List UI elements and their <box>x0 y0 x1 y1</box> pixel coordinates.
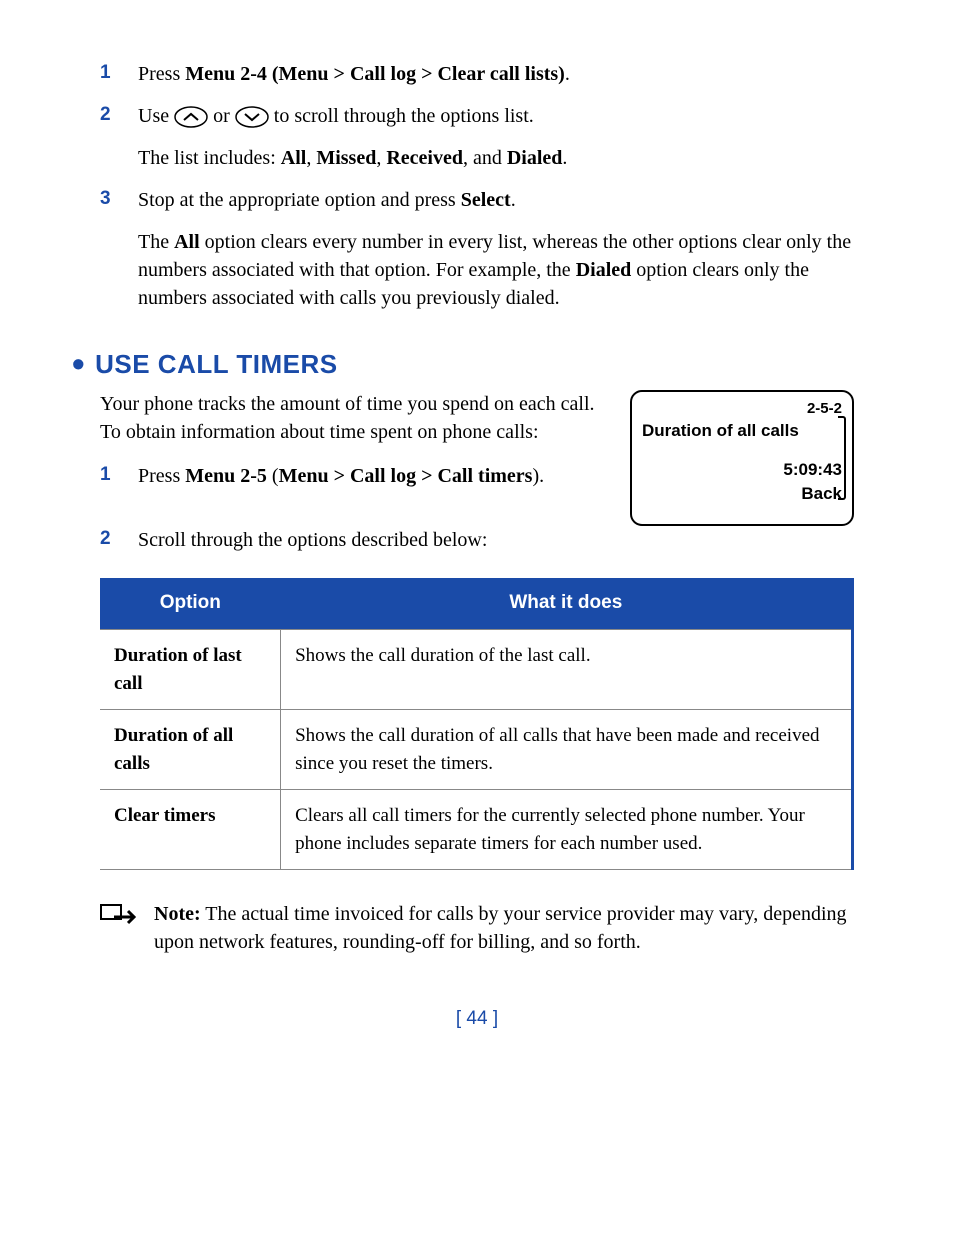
step-sub: The All option clears every number in ev… <box>138 228 854 312</box>
step-body: Use or to scroll through the options lis… <box>138 102 854 130</box>
table-row: Clear timersClears all call timers for t… <box>100 790 853 870</box>
step-body: Press Menu 2-5 (Menu > Call log > Call t… <box>138 462 610 490</box>
step-number: 3 <box>100 186 138 214</box>
option-name: Duration of all calls <box>100 710 281 790</box>
option-name: Duration of last call <box>100 629 281 709</box>
step: 2Use or to scroll through the options li… <box>100 102 854 130</box>
phone-screen-illustration: 2-5-2 Duration of all calls 5:09:43 Back <box>630 390 854 526</box>
option-desc: Clears all call timers for the currently… <box>281 790 853 870</box>
step: 1Press Menu 2-5 (Menu > Call log > Call … <box>100 462 610 490</box>
note-body: The actual time invoiced for calls by yo… <box>154 903 847 953</box>
screen-menu-path: 2-5-2 <box>642 398 842 419</box>
screen-title: Duration of all calls <box>642 421 842 441</box>
step: 3Stop at the appropriate option and pres… <box>100 186 854 214</box>
table-header: What it does <box>281 578 853 629</box>
step-number: 1 <box>100 60 138 88</box>
step-body: Stop at the appropriate option and press… <box>138 186 854 214</box>
note-icon <box>100 904 136 956</box>
option-desc: Shows the call duration of all calls tha… <box>281 710 853 790</box>
note-label: Note: <box>154 903 201 925</box>
step-sub: The list includes: All, Missed, Received… <box>138 144 854 172</box>
table-row: Duration of last callShows the call dura… <box>100 629 853 709</box>
step-number: 1 <box>100 462 138 490</box>
heading-text: USE CALL TIMERS <box>95 346 337 382</box>
step: 2Scroll through the options described be… <box>100 526 854 554</box>
step-number: 2 <box>100 526 138 554</box>
table-row: Duration of all callsShows the call dura… <box>100 710 853 790</box>
step-body: Press Menu 2-4 (Menu > Call log > Clear … <box>138 60 854 88</box>
options-table: OptionWhat it does Duration of last call… <box>100 578 854 870</box>
option-name: Clear timers <box>100 790 281 870</box>
step-number: 2 <box>100 102 138 130</box>
step: 1Press Menu 2-4 (Menu > Call log > Clear… <box>100 60 854 88</box>
note-text: Note: The actual time invoiced for calls… <box>154 900 854 956</box>
step-body: Scroll through the options described bel… <box>138 526 854 554</box>
note-block: Note: The actual time invoiced for calls… <box>100 900 854 956</box>
intro-text: Your phone tracks the amount of time you… <box>100 390 610 446</box>
screen-time: 5:09:43 <box>642 458 842 482</box>
table-header: Option <box>100 578 281 629</box>
section-heading: • USE CALL TIMERS <box>100 346 854 382</box>
page-number: [ 44 ] <box>100 1006 854 1033</box>
screen-back-label: Back <box>642 482 842 506</box>
option-desc: Shows the call duration of the last call… <box>281 629 853 709</box>
